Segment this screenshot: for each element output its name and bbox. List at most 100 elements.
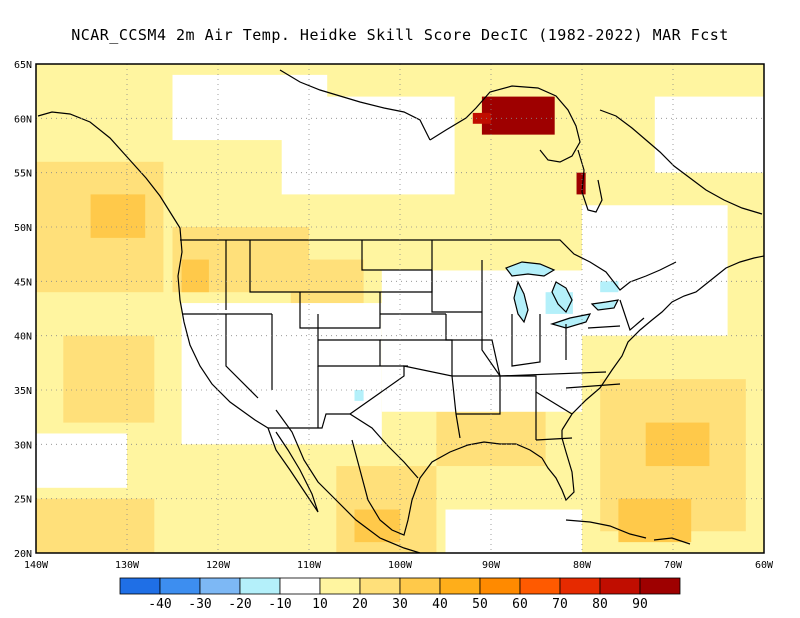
score-region-7 — [436, 411, 546, 467]
colorbar-swatch — [479, 577, 521, 595]
lake-michigan — [513, 280, 529, 324]
colorbar-labels: -40 -30 -20 -10 10 20 30 40 50 60 70 80 90 — [148, 597, 648, 612]
colorbar-label: 30 — [392, 597, 408, 612]
colorbar-label: 40 — [432, 597, 448, 612]
colorbar-label: -20 — [228, 597, 251, 612]
lon-label: 60W — [755, 560, 774, 571]
score-region-24 — [354, 390, 364, 401]
political-borders — [180, 239, 677, 479]
lat-label: 35N — [14, 386, 32, 397]
state-line-tx — [349, 365, 461, 439]
state-line-new-england — [619, 299, 645, 332]
score-region-9 — [90, 194, 146, 238]
state-line-ar-la — [452, 375, 501, 415]
colorbar-label: -40 — [148, 597, 171, 612]
colorbar-swatch — [439, 577, 481, 595]
colorbar-label: -10 — [268, 597, 291, 612]
lat-label: 55N — [14, 169, 32, 180]
lat-label: 60N — [14, 114, 32, 125]
lat-label: 20N — [14, 549, 32, 560]
lake-huron — [551, 281, 573, 314]
coastlines — [37, 69, 764, 553]
colorbar-swatch — [399, 577, 441, 595]
lake-superior — [505, 261, 556, 277]
map-title: NCAR_CCSM4 2m Air Temp. Heidke Skill Sco… — [71, 26, 729, 44]
score-region-23 — [600, 281, 619, 293]
lat-label: 45N — [14, 277, 32, 288]
mexico-pacific-coast — [275, 409, 421, 553]
colorbar-swatch — [559, 577, 601, 595]
lon-label: 100W — [388, 560, 413, 571]
state-line-mn-ia — [431, 240, 482, 313]
score-region-6 — [63, 335, 155, 423]
map-frame — [35, 63, 765, 554]
colorbar-swatch — [639, 577, 681, 595]
baja-california — [267, 427, 319, 513]
great-lakes — [505, 261, 620, 329]
colorbar-label: 60 — [512, 597, 528, 612]
colorbar-swatch — [239, 577, 281, 595]
lat-label: 25N — [14, 495, 32, 506]
canadian-arctic — [279, 69, 431, 141]
lat-label: 65N — [14, 60, 32, 71]
score-region-21 — [654, 96, 764, 173]
colorbar-label: 70 — [552, 597, 568, 612]
score-region-26 — [576, 172, 586, 195]
lat-label: 50N — [14, 223, 32, 234]
state-line-ga-sc — [535, 391, 573, 415]
longitude-labels: 140W 130W 120W 110W 100W 90W 80W 70W 60W — [24, 560, 774, 571]
state-line-va-nc — [565, 383, 621, 389]
atlantic-coast — [561, 255, 764, 431]
colorbar-swatch — [319, 577, 361, 595]
canada-west-coast — [37, 111, 181, 229]
colorbar-swatch — [599, 577, 641, 595]
us-west-coast — [177, 227, 269, 429]
score-region-18 — [172, 74, 328, 141]
lake-ontario — [590, 299, 620, 311]
state-line-in-oh — [511, 314, 541, 367]
state-line-wy — [299, 292, 381, 329]
us-canada-border — [180, 239, 677, 291]
score-region-8 — [36, 498, 155, 553]
colorbar-swatch — [359, 577, 401, 595]
state-line-wi-il — [481, 260, 501, 377]
gulf-coast — [351, 439, 543, 536]
us-mexico-border — [268, 413, 419, 479]
score-region-14 — [181, 303, 382, 445]
lon-label: 130W — [115, 560, 140, 571]
state-line-ny-pa — [587, 325, 621, 329]
state-line-nd-sd — [361, 240, 432, 271]
colorbar-swatch — [199, 577, 241, 595]
colorbar-label: -30 — [188, 597, 211, 612]
hispaniola — [653, 537, 691, 545]
colorbar-swatch — [519, 577, 561, 595]
state-line-ut-co — [317, 314, 408, 367]
skill-score-field — [36, 64, 764, 553]
colorbar-swatch — [159, 577, 201, 595]
lon-label: 90W — [482, 560, 501, 571]
lat-label: 40N — [14, 332, 32, 343]
score-region-25 — [481, 96, 555, 135]
latitude-labels: 65N 60N 55N 50N 45N 40N 35N 30N 25N 20N — [14, 60, 32, 560]
colorbar-label: 20 — [352, 597, 368, 612]
lon-label: 70W — [664, 560, 683, 571]
lat-label: 30N — [14, 440, 32, 451]
hudson-bay-south — [577, 149, 603, 213]
florida — [541, 430, 575, 502]
lon-label: 140W — [24, 560, 49, 571]
score-region-20 — [36, 433, 127, 488]
colorbar-label: 10 — [312, 597, 328, 612]
lon-label: 120W — [206, 560, 231, 571]
colorbar-swatch — [279, 577, 321, 595]
score-region-13 — [181, 259, 209, 293]
lake-erie — [549, 313, 592, 329]
score-region-11 — [618, 498, 692, 543]
colorbar-label: 90 — [632, 597, 648, 612]
state-line-ga-fl — [535, 437, 573, 441]
state-line-tn-ky — [499, 371, 607, 377]
colorbar-label: 80 — [592, 597, 608, 612]
colorbar — [119, 577, 681, 595]
score-region-10 — [645, 422, 710, 467]
state-line-mo — [445, 314, 501, 377]
